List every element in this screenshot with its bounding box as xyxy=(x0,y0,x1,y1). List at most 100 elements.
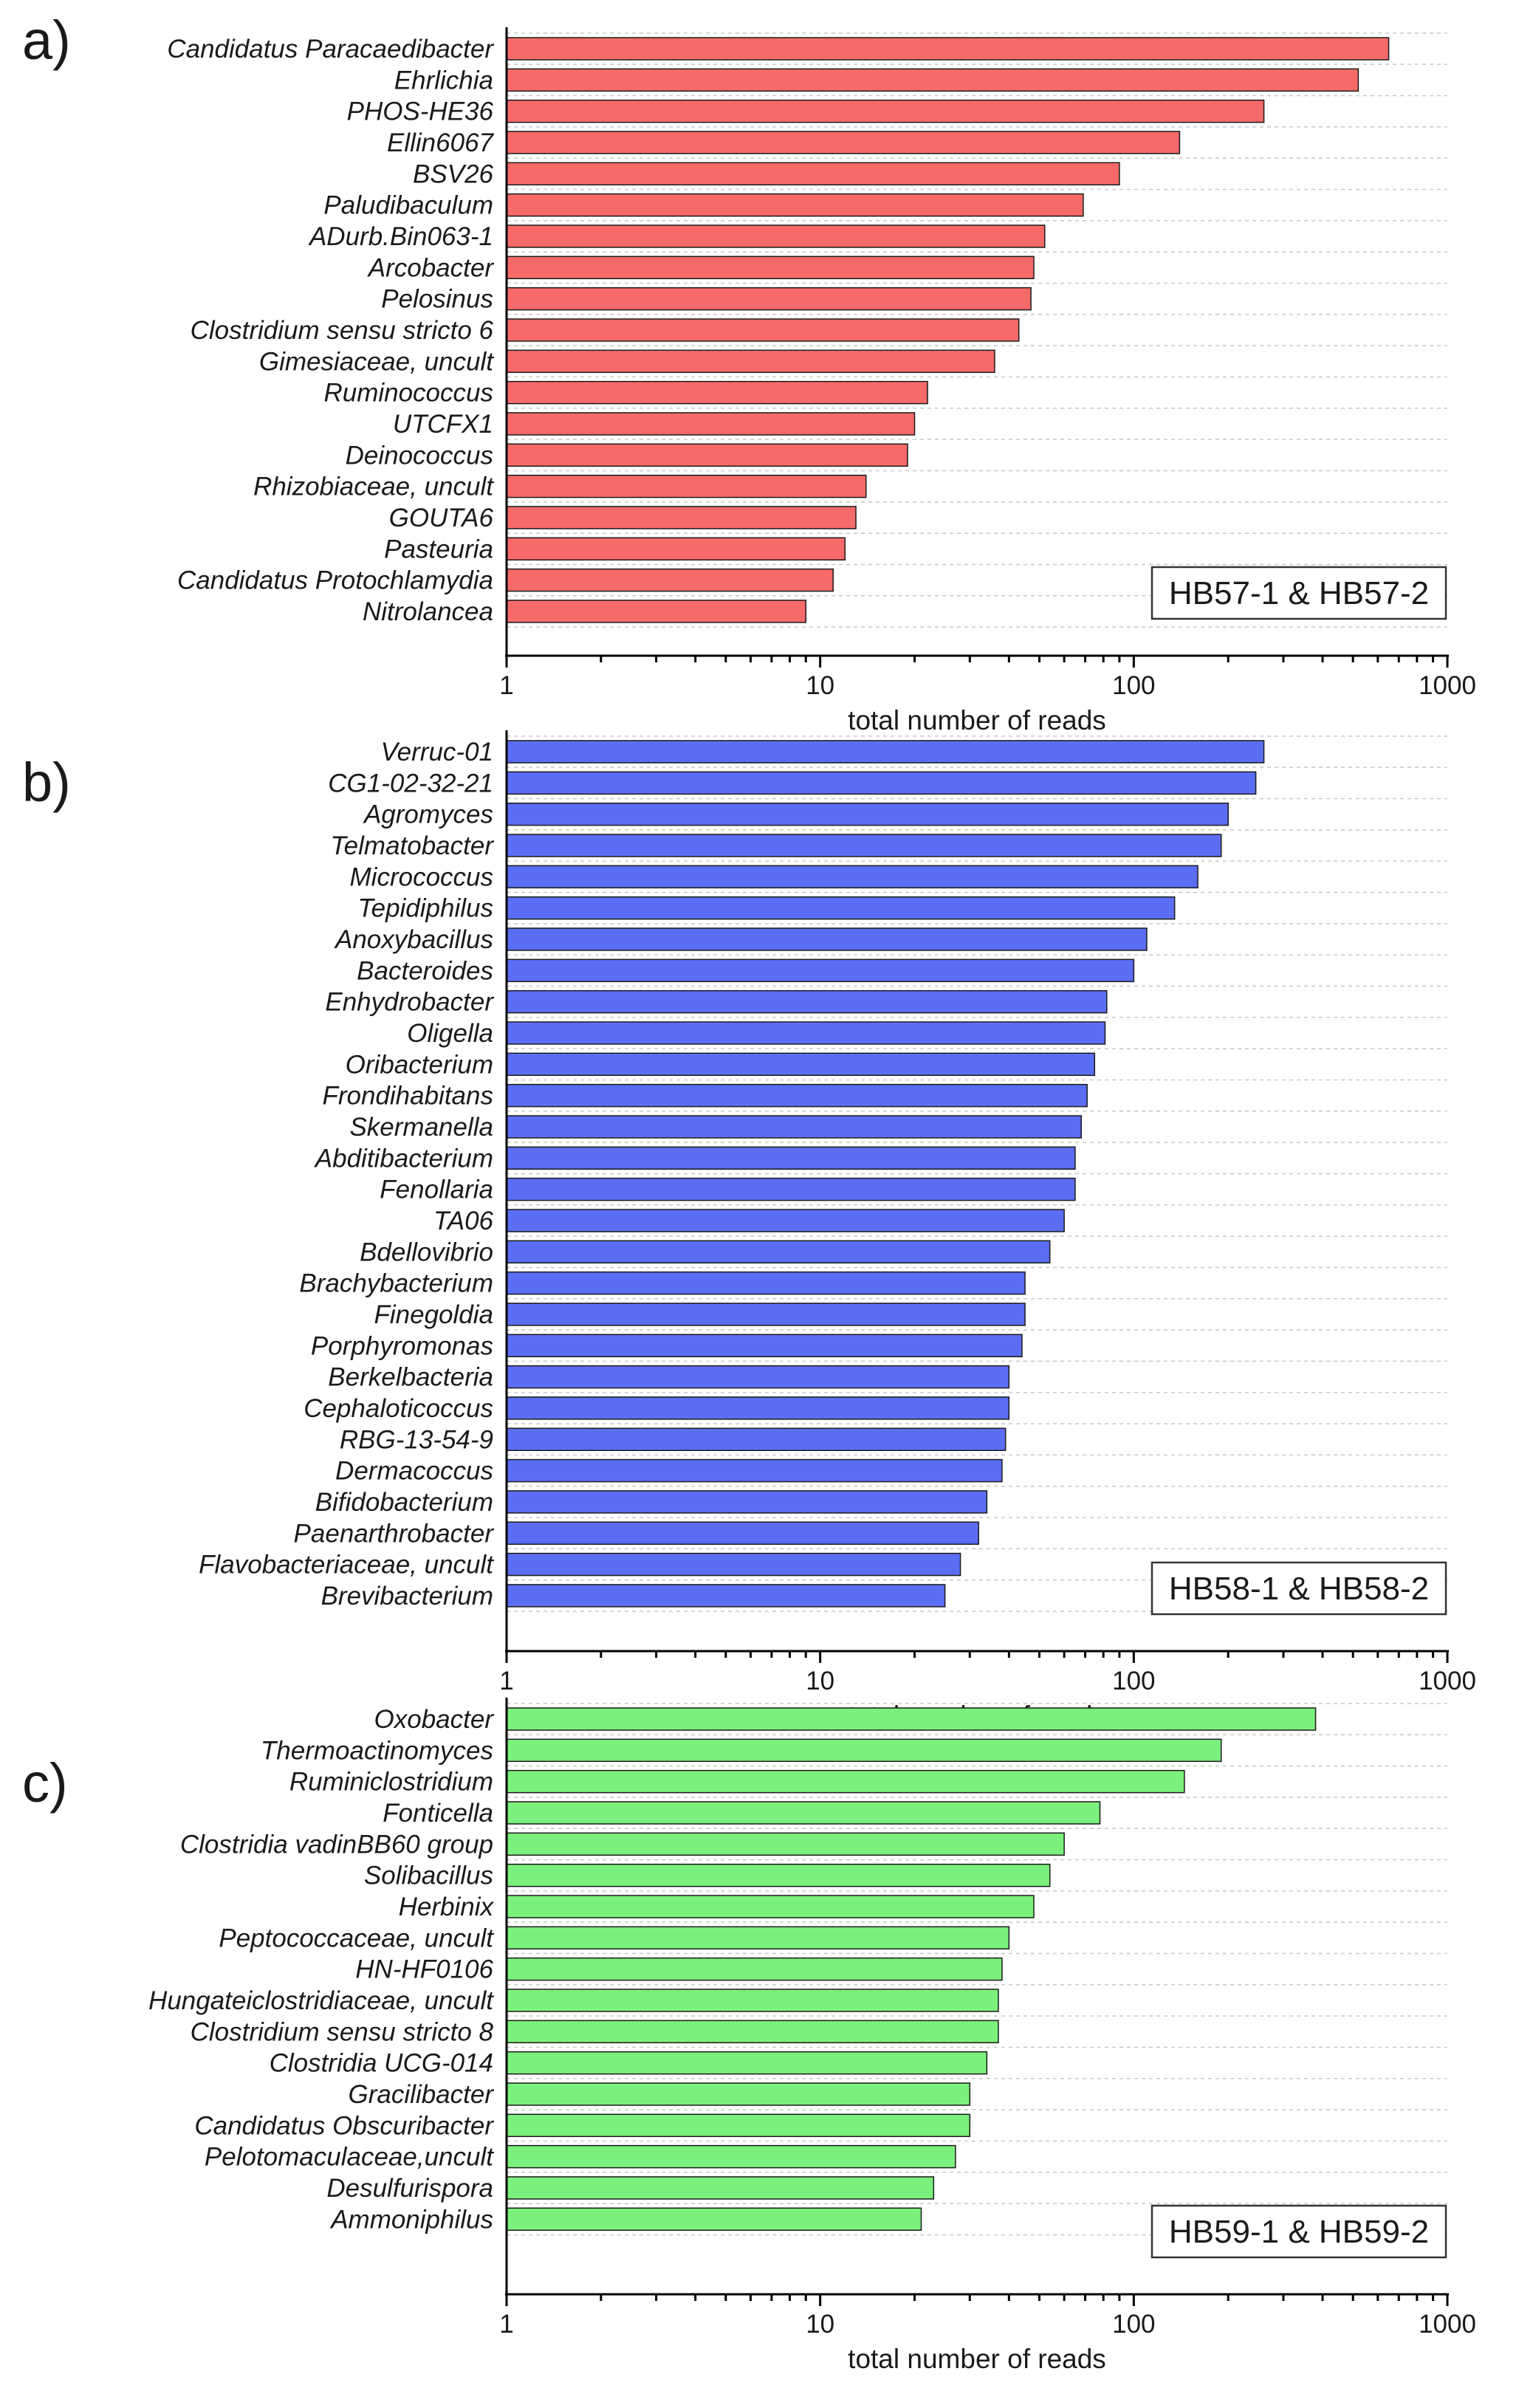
category-label: PHOS-HE36 xyxy=(347,97,494,126)
bar xyxy=(506,349,995,374)
x-tick-label: 10 xyxy=(806,2310,834,2339)
category-label: Flavobacteriaceae, uncult xyxy=(199,1551,494,1579)
bar xyxy=(506,834,1222,857)
category-label: TA06 xyxy=(433,1207,494,1235)
category-label: Hungateiclostridiaceae, uncult xyxy=(148,1986,494,2015)
bar xyxy=(506,1957,1003,1981)
panel-b: Verruc-01 CG1-02-32-21 AgromycesTelmatobac… xyxy=(22,730,1476,1731)
category-label: Ellin6067 xyxy=(387,128,495,157)
bar xyxy=(506,1177,1076,1201)
category-label: Ruminococcus xyxy=(323,379,493,408)
category-label: Ehrlichia xyxy=(394,66,493,95)
bar xyxy=(506,865,1199,889)
category-label: Ruminiclostridium xyxy=(289,1768,493,1797)
legend-box xyxy=(1151,2204,1447,2259)
bar xyxy=(506,131,1181,154)
bar xyxy=(506,1052,1096,1077)
category-label: Bdellovibrio xyxy=(360,1238,493,1266)
x-tick-label: 1 xyxy=(499,1667,513,1695)
bar xyxy=(506,2176,935,2200)
category-label: Gimesiaceae, uncult xyxy=(259,347,494,376)
bar xyxy=(506,2051,988,2075)
x-tick-label: 1 xyxy=(499,671,513,700)
category-label: Clostridia vadinBB60 group xyxy=(180,1830,493,1859)
bar xyxy=(506,1552,961,1577)
category-label: Nitrolancea xyxy=(363,597,493,626)
bar xyxy=(506,1490,988,1514)
bar xyxy=(506,927,1148,951)
category-label: Telmatobacter xyxy=(331,831,495,860)
category-label: Oligella xyxy=(407,1019,493,1048)
bar xyxy=(506,37,1390,61)
category-label: Paenarthrobacter xyxy=(294,1519,495,1548)
category-label: Deinococcus xyxy=(346,441,493,470)
category-label: Arcobacter xyxy=(367,253,495,282)
bar xyxy=(506,380,928,405)
category-label: Brevibacterium xyxy=(321,1582,493,1611)
category-label: Gracilibacter xyxy=(349,2080,495,2109)
category-label: Bacteroides xyxy=(357,956,493,985)
bar xyxy=(506,740,1265,764)
x-tick-label: 100 xyxy=(1112,1667,1155,1695)
category-label: Pelotomaculaceae,uncult xyxy=(205,2143,494,2172)
bar xyxy=(506,474,867,498)
category-label: Clostridia UCG-014 xyxy=(270,2049,493,2078)
category-label: Fonticella xyxy=(383,1799,493,1828)
category-label: CG1-02-32-21 xyxy=(328,769,493,797)
category-label: Pelosinus xyxy=(381,285,493,314)
category-label: Rhizobiaceae, uncult xyxy=(253,473,494,501)
panel-label: a) xyxy=(22,10,71,71)
category-label: Ammoniphilus xyxy=(329,2205,493,2234)
bar xyxy=(506,537,846,561)
bar xyxy=(506,568,834,592)
category-label: Skermanella xyxy=(349,1113,493,1142)
category-label: Porphyromonas xyxy=(311,1331,493,1360)
x-tick-label: 1000 xyxy=(1419,671,1476,700)
x-axis-title: total number of reads xyxy=(848,705,1106,735)
category-label: Dermacoccus xyxy=(335,1457,493,1486)
category-label: Candidatus Obscuribacter xyxy=(194,2111,494,2140)
bar xyxy=(506,1115,1082,1139)
x-tick-label: 100 xyxy=(1112,2310,1155,2339)
bar xyxy=(506,1738,1222,1763)
bar xyxy=(506,255,1035,280)
category-label: Verruc-01 xyxy=(381,738,493,766)
bar xyxy=(506,989,1108,1014)
bar xyxy=(506,193,1084,217)
category-label: Desulfurispora xyxy=(326,2174,493,2203)
bar xyxy=(506,1365,1010,1389)
bar xyxy=(506,2082,971,2106)
bar xyxy=(506,1396,1010,1420)
category-label: Oxobacter xyxy=(374,1705,495,1734)
bar xyxy=(506,1021,1106,1045)
category-label: Clostridium sensu stricto 6 xyxy=(191,316,494,345)
bar xyxy=(506,1707,1317,1731)
category-label: Solibacillus xyxy=(364,1862,493,1890)
category-label: Clostridium sensu stricto 8 xyxy=(191,2017,494,2046)
legend-label: HB59-1 & HB59-2 xyxy=(1169,2214,1429,2250)
bar xyxy=(506,1146,1076,1170)
panel-a: Candidatus ParacaedibacterEhrlichiaPHOS-… xyxy=(22,10,1476,735)
category-label: Abditibacterium xyxy=(314,1144,493,1173)
category-label: Thermoactinomyces xyxy=(261,1736,493,1765)
bar xyxy=(506,1083,1088,1108)
bar xyxy=(506,1427,1007,1452)
bar xyxy=(506,443,908,467)
bar xyxy=(506,2113,971,2138)
category-label: Candidatus Paracaedibacter xyxy=(167,35,494,64)
category-label: HN-HF0106 xyxy=(355,1955,493,1984)
category-label: Anoxybacillus xyxy=(334,925,493,954)
bar xyxy=(506,1271,1026,1295)
category-label: Berkelbacteria xyxy=(328,1363,493,1392)
category-label: Cephaloticoccus xyxy=(304,1394,493,1423)
category-label: Tepidiphilus xyxy=(357,894,493,923)
bar xyxy=(506,1458,1003,1483)
category-label: Enhydrobacter xyxy=(325,988,494,1017)
category-label: GOUTA6 xyxy=(389,504,494,532)
category-label: BSV26 xyxy=(413,159,493,188)
bar xyxy=(506,896,1176,920)
bar xyxy=(506,1521,979,1545)
bar xyxy=(506,506,857,529)
legend-box xyxy=(1151,1561,1447,1616)
